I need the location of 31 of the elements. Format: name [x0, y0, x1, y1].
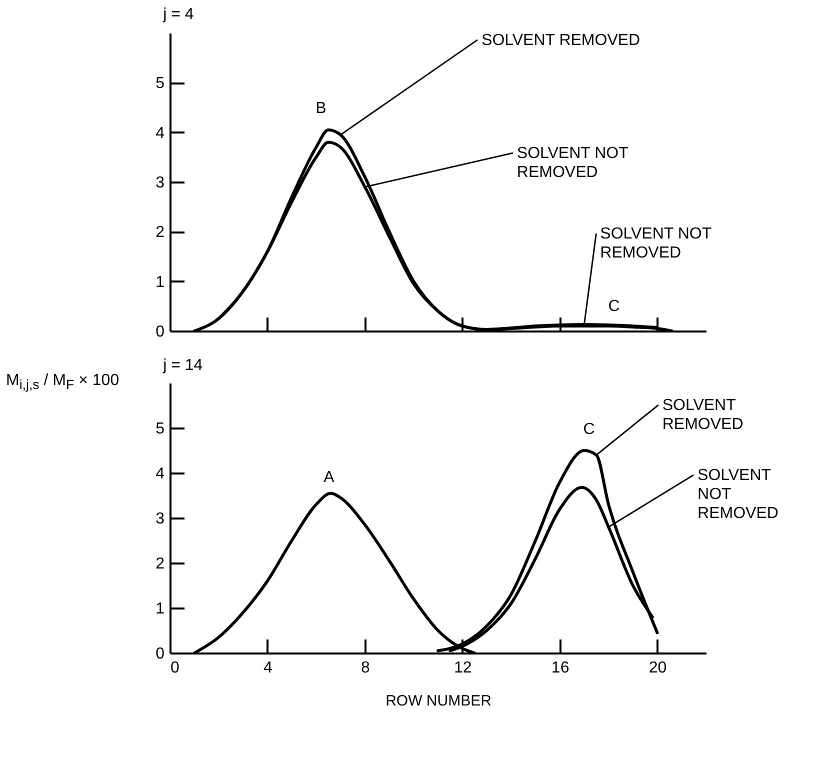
y-tick-label: 5 — [156, 420, 165, 438]
chart-title: j = 4 — [162, 6, 194, 23]
annotation: B — [316, 100, 326, 117]
annotation: SOLVENT NOT REMOVED — [698, 467, 778, 522]
y-tick-label: 3 — [156, 174, 165, 192]
x-tick-label: 16 — [551, 660, 570, 676]
x-axis-title: ROW NUMBER — [386, 692, 492, 710]
y-tick-label: 0 — [156, 646, 165, 662]
annotation: SOLVENT REMOVED — [482, 32, 640, 49]
annotation: SOLVENT REMOVED — [662, 397, 744, 433]
x-tick-label: 20 — [648, 660, 667, 676]
y-tick-label: 2 — [156, 556, 165, 572]
y-tick-label: 4 — [156, 466, 165, 482]
y-tick-label: 0 — [156, 324, 165, 340]
annotation: SOLVENT NOT REMOVED — [600, 226, 712, 262]
y-tick-label: 3 — [156, 510, 165, 528]
annotation: C — [608, 298, 620, 315]
x-tick-label: 8 — [360, 660, 370, 676]
annotation: A — [324, 469, 335, 486]
x-tick-label: 12 — [454, 660, 472, 676]
y-tick-label: 4 — [156, 124, 165, 142]
chart-title: j = 14 — [162, 357, 203, 374]
annotation: SOLVENT NOT REMOVED — [516, 144, 629, 181]
y-tick-label: 1 — [156, 274, 165, 291]
x-tick-label: 0 — [170, 660, 180, 676]
y-axis-title: M$_{i,j,s}$ / M$_{F}$ × 100 — [6, 372, 120, 392]
x-tick-label: 4 — [264, 660, 272, 676]
y-tick-label: 5 — [156, 75, 165, 92]
annotation: C — [583, 421, 595, 438]
y-tick-label: 1 — [156, 600, 165, 618]
y-tick-label: 2 — [156, 224, 165, 242]
